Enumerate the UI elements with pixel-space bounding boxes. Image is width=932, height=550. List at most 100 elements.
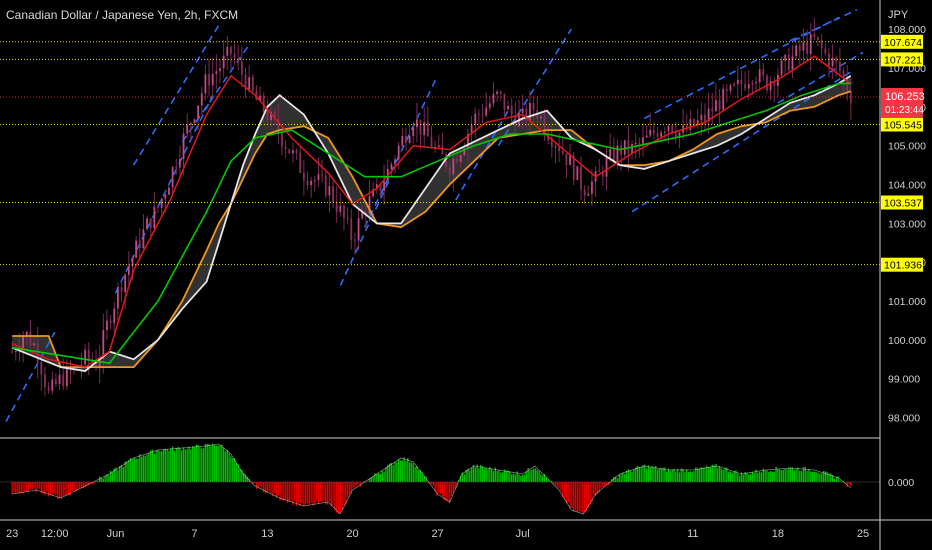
candle-body xyxy=(219,68,221,72)
chart-title: Canadian Dollar / Japanese Yen, 2h, FXCM xyxy=(6,8,239,22)
candle-body xyxy=(747,84,750,89)
candle-body xyxy=(306,180,309,186)
channel-trendline xyxy=(339,180,390,286)
price-tick-label: 101.000 xyxy=(888,296,926,308)
candle-body xyxy=(795,45,798,57)
candle-body xyxy=(598,171,601,173)
candle-body xyxy=(157,206,159,208)
candle-body xyxy=(405,136,407,143)
candle-body xyxy=(510,105,513,116)
candle-body xyxy=(211,73,214,86)
candle-body xyxy=(784,54,787,61)
candle-body xyxy=(653,129,655,134)
candle-body xyxy=(131,257,134,267)
candle-body xyxy=(146,218,148,230)
candle-body xyxy=(470,124,473,134)
candle-body xyxy=(51,379,54,391)
price-tick-label: 105.000 xyxy=(888,141,926,153)
candle-body xyxy=(277,119,280,134)
oscillator-outline xyxy=(12,443,852,515)
candle-body xyxy=(175,167,178,169)
candle-body xyxy=(576,166,579,180)
candle-body xyxy=(339,205,342,212)
candle-body xyxy=(397,145,400,160)
candle-body xyxy=(813,34,816,38)
candle-body xyxy=(477,113,480,115)
time-tick-label: 11 xyxy=(687,528,698,540)
countdown-label: 01:23:44 xyxy=(885,105,924,116)
candle-body xyxy=(142,229,145,249)
candle-body xyxy=(62,374,65,386)
candle-body xyxy=(583,189,586,196)
candle-body xyxy=(153,206,156,229)
candle-body xyxy=(332,186,334,203)
candle-body xyxy=(168,187,170,195)
candle-body xyxy=(707,108,710,122)
candle-body xyxy=(445,154,447,167)
candle-body xyxy=(186,124,189,134)
time-tick-label: 23 xyxy=(6,528,18,540)
candle-body xyxy=(266,112,269,121)
candle-body xyxy=(368,196,371,214)
candle-body xyxy=(259,95,262,101)
candle-body xyxy=(255,90,258,101)
candle-body xyxy=(820,40,823,49)
candle-body xyxy=(200,93,203,106)
candle-body xyxy=(601,171,604,177)
candle-body xyxy=(806,42,808,54)
candle-body xyxy=(430,136,433,148)
candle-body xyxy=(492,93,495,104)
candle-body xyxy=(233,53,236,59)
candle-body xyxy=(620,145,623,155)
candle-body xyxy=(729,85,732,91)
candle-body xyxy=(237,58,240,62)
candle-body xyxy=(718,100,721,110)
candle-body xyxy=(281,133,283,147)
price-tick-label: 108.000 xyxy=(888,24,926,36)
candle-body xyxy=(459,155,462,163)
time-tick-label: Jun xyxy=(107,528,125,540)
candle-body xyxy=(755,82,757,84)
candle-body xyxy=(667,125,670,132)
candle-body xyxy=(441,145,444,155)
candle-body xyxy=(379,184,382,191)
time-tick-label: Jul xyxy=(516,528,530,540)
candle-body xyxy=(751,83,754,85)
candle-body xyxy=(448,166,451,175)
candle-body xyxy=(481,114,484,116)
candle-body xyxy=(627,140,630,154)
candle-body xyxy=(160,198,163,208)
candle-body xyxy=(631,144,633,154)
candle-body xyxy=(802,42,805,51)
candle-body xyxy=(328,186,331,196)
candle-body xyxy=(838,61,841,71)
candle-body xyxy=(693,119,695,126)
candle-body xyxy=(543,116,546,135)
candle-body xyxy=(426,122,429,137)
channel-trendline xyxy=(789,8,858,42)
candle-body xyxy=(671,125,674,133)
candle-body xyxy=(361,211,364,219)
candle-body xyxy=(310,180,313,186)
candle-body xyxy=(696,120,699,126)
candle-body xyxy=(605,157,608,177)
candle-body xyxy=(550,140,553,147)
price-level-badge-label: 101.936 xyxy=(884,260,922,272)
ema-line xyxy=(12,82,851,365)
candle-body xyxy=(467,133,469,149)
candle-body xyxy=(514,115,517,127)
candle-body xyxy=(394,159,396,165)
candle-body xyxy=(350,218,353,240)
candle-body xyxy=(711,108,714,112)
candle-body xyxy=(321,174,323,176)
price-level-badge xyxy=(881,52,923,67)
candle-body xyxy=(324,175,327,196)
candle-body xyxy=(313,180,316,182)
candle-body xyxy=(704,114,706,122)
price-level-badge-label: 107.221 xyxy=(884,54,922,66)
tenkan-line xyxy=(11,55,852,368)
current-price-label: 106.253 xyxy=(885,91,925,103)
candle-body xyxy=(623,140,626,155)
candle-body xyxy=(120,287,123,292)
